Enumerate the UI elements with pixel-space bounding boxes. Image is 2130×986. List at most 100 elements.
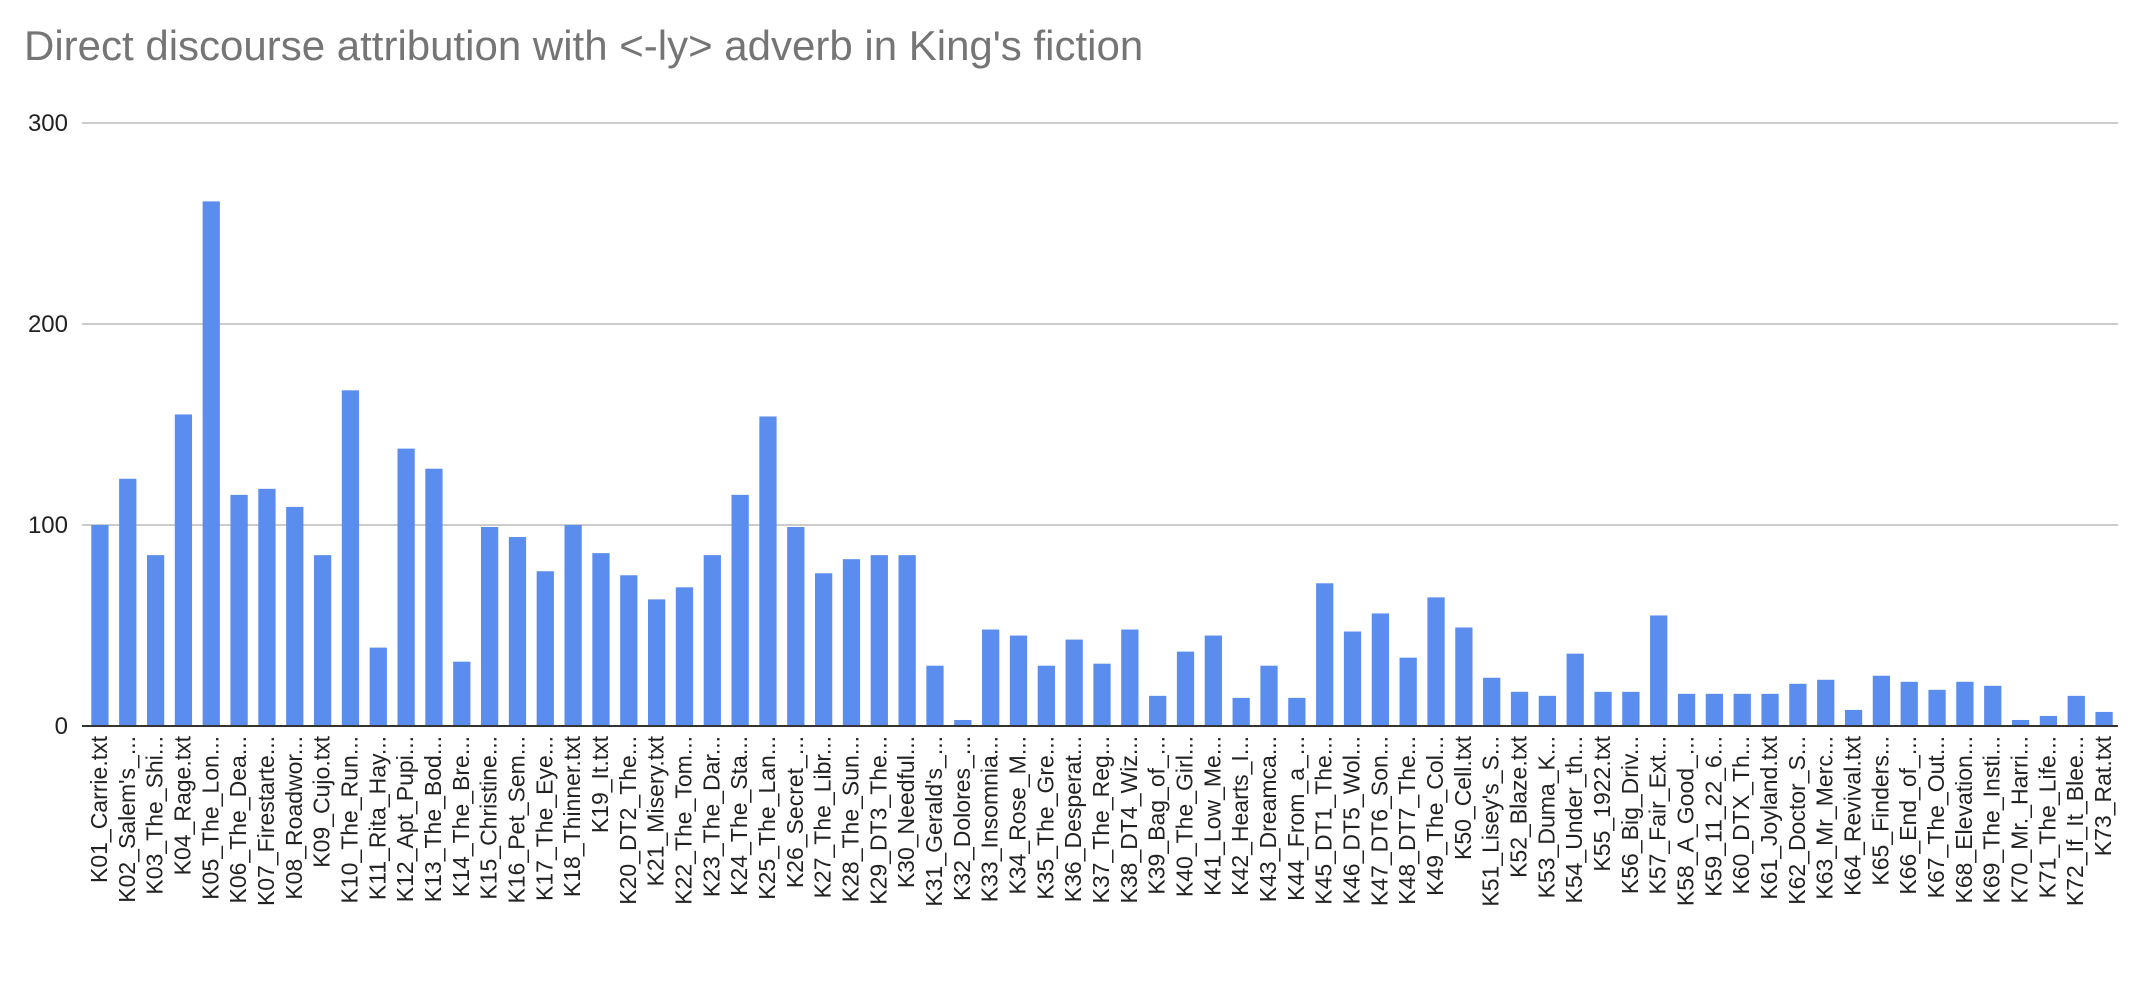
bar <box>230 494 248 726</box>
bar <box>1538 695 1556 726</box>
bar <box>898 555 916 726</box>
x-tick-label: K26_Secret_... <box>782 736 808 888</box>
x-tick-label: K49_The_Col... <box>1422 736 1448 896</box>
x-tick-label: K57_Fair_Ext... <box>1645 736 1671 895</box>
bar <box>1343 631 1362 726</box>
x-tick-label: K36_Desperat... <box>1060 736 1086 902</box>
x-tick-label: K62_Doctor_S... <box>1784 736 1810 905</box>
chart-title: Direct discourse attribution with <-ly> … <box>24 22 1144 69</box>
bar <box>1566 653 1584 726</box>
x-tick-label: K19_It.txt <box>587 735 613 833</box>
bar <box>480 527 499 726</box>
x-tick-label: K44_From_a_... <box>1283 736 1309 901</box>
bar <box>1928 689 1946 726</box>
x-tick-label: K32_Dolores_... <box>949 736 975 901</box>
x-tick-label: K43_Dreamca... <box>1255 736 1281 902</box>
bar <box>341 390 360 726</box>
bar <box>1399 657 1417 726</box>
x-tick-label: K30_Needful... <box>893 736 919 888</box>
x-tick-label: K20_DT2_The... <box>615 736 641 905</box>
bar <box>1733 693 1751 726</box>
x-tick-label: K06_The_Dea... <box>225 736 251 904</box>
bar <box>508 537 527 726</box>
bar <box>1705 693 1724 726</box>
bar <box>1204 635 1222 726</box>
bar <box>91 525 109 726</box>
bar <box>1622 691 1640 726</box>
bar <box>2039 715 2058 726</box>
bar <box>1260 665 1278 726</box>
x-tick-label: K23_The_Dar... <box>698 736 724 897</box>
bar <box>313 555 332 726</box>
x-tick-label: K67_The_Out... <box>1923 736 1949 898</box>
bar <box>1149 695 1167 726</box>
bar <box>146 555 165 726</box>
bar <box>1483 677 1501 726</box>
x-tick-label: K16_Pet_Sem... <box>503 736 529 904</box>
x-tick-label: K05_The_Lon... <box>197 736 223 900</box>
bar <box>954 719 972 726</box>
bar <box>258 488 276 726</box>
x-tick-label: K40_The_Girl... <box>1172 736 1198 897</box>
bar <box>1371 613 1389 726</box>
x-tick-label: K68_Elevation... <box>1951 736 1977 904</box>
bar <box>174 414 193 726</box>
bar <box>1594 691 1612 726</box>
x-tick-label: K08_Roadwor... <box>281 736 307 900</box>
x-tick-label: K73_Rat.txt <box>2090 735 2116 856</box>
x-tick-label: K47_DT6_Son... <box>1366 736 1392 906</box>
bar <box>1037 665 1055 726</box>
bar <box>1093 663 1111 726</box>
bar <box>425 468 443 726</box>
bar <box>286 506 304 726</box>
x-tick-label: K02_Salem's_... <box>114 736 140 903</box>
x-tick-label: K39_Bag_of_... <box>1144 736 1170 895</box>
bar <box>2067 695 2085 726</box>
bar <box>1817 679 1835 726</box>
bar <box>703 555 721 726</box>
x-tick-label: K01_Carrie.txt <box>86 735 112 883</box>
x-tick-label: K31_Gerald's_... <box>921 736 947 907</box>
bar <box>1176 651 1195 726</box>
x-tick-label: K42_Hearts_I... <box>1227 736 1253 896</box>
x-tick-label: K58_A_Good_... <box>1673 736 1699 906</box>
bar <box>1789 683 1807 726</box>
bar <box>1427 597 1445 726</box>
bar <box>1761 693 1779 726</box>
x-tick-label: K29_DT3_The... <box>865 736 891 905</box>
bar <box>1121 629 1139 726</box>
x-tick-label: K22_The_Tom... <box>670 736 696 905</box>
x-tick-label: K64_Revival.txt <box>1840 735 1866 895</box>
bar <box>1956 681 1974 726</box>
x-tick-label: K70_Mr._Harri... <box>2007 736 2033 903</box>
x-tick-label: K71_The_Life... <box>2034 736 2060 898</box>
bar <box>787 527 805 726</box>
bar <box>620 575 638 726</box>
x-tick-label: K10_The_Run... <box>336 736 362 904</box>
x-tick-label: K38_DT4_Wiz... <box>1116 736 1142 903</box>
bar <box>926 665 944 726</box>
x-tick-label: K11_Rita_Hay... <box>364 736 390 900</box>
gridlines <box>82 122 2118 526</box>
x-tick-label: K48_DT7_The... <box>1394 736 1420 905</box>
x-tick-label: K13_The_Bod... <box>420 736 446 902</box>
x-tick-label: K60_DTX_Th... <box>1728 736 1754 895</box>
x-tick-label: K28_The_Sun... <box>837 736 863 902</box>
x-tick-label: K35_The_Gre... <box>1032 736 1058 900</box>
x-tick-label: K37_The_Reg... <box>1088 736 1114 904</box>
x-tick-label: K66_End_of_... <box>1895 736 1921 895</box>
bar <box>1844 709 1863 726</box>
x-tick-label: K27_The_Libr... <box>810 736 836 898</box>
x-tick-label: K69_The_Insti... <box>1979 736 2005 904</box>
x-tick-label: K72_If_It_Blee... <box>2062 736 2088 906</box>
bar <box>1232 697 1250 726</box>
bar <box>731 494 749 726</box>
bar <box>1065 639 1083 726</box>
bar <box>2011 719 2030 726</box>
bar <box>453 661 471 726</box>
bar <box>1984 685 2002 726</box>
x-tick-label: K55_1922.txt <box>1589 735 1615 871</box>
x-tick-label: K03_The_Shi... <box>142 736 168 895</box>
y-tick-label: 0 <box>55 713 68 740</box>
bar <box>982 629 1000 726</box>
